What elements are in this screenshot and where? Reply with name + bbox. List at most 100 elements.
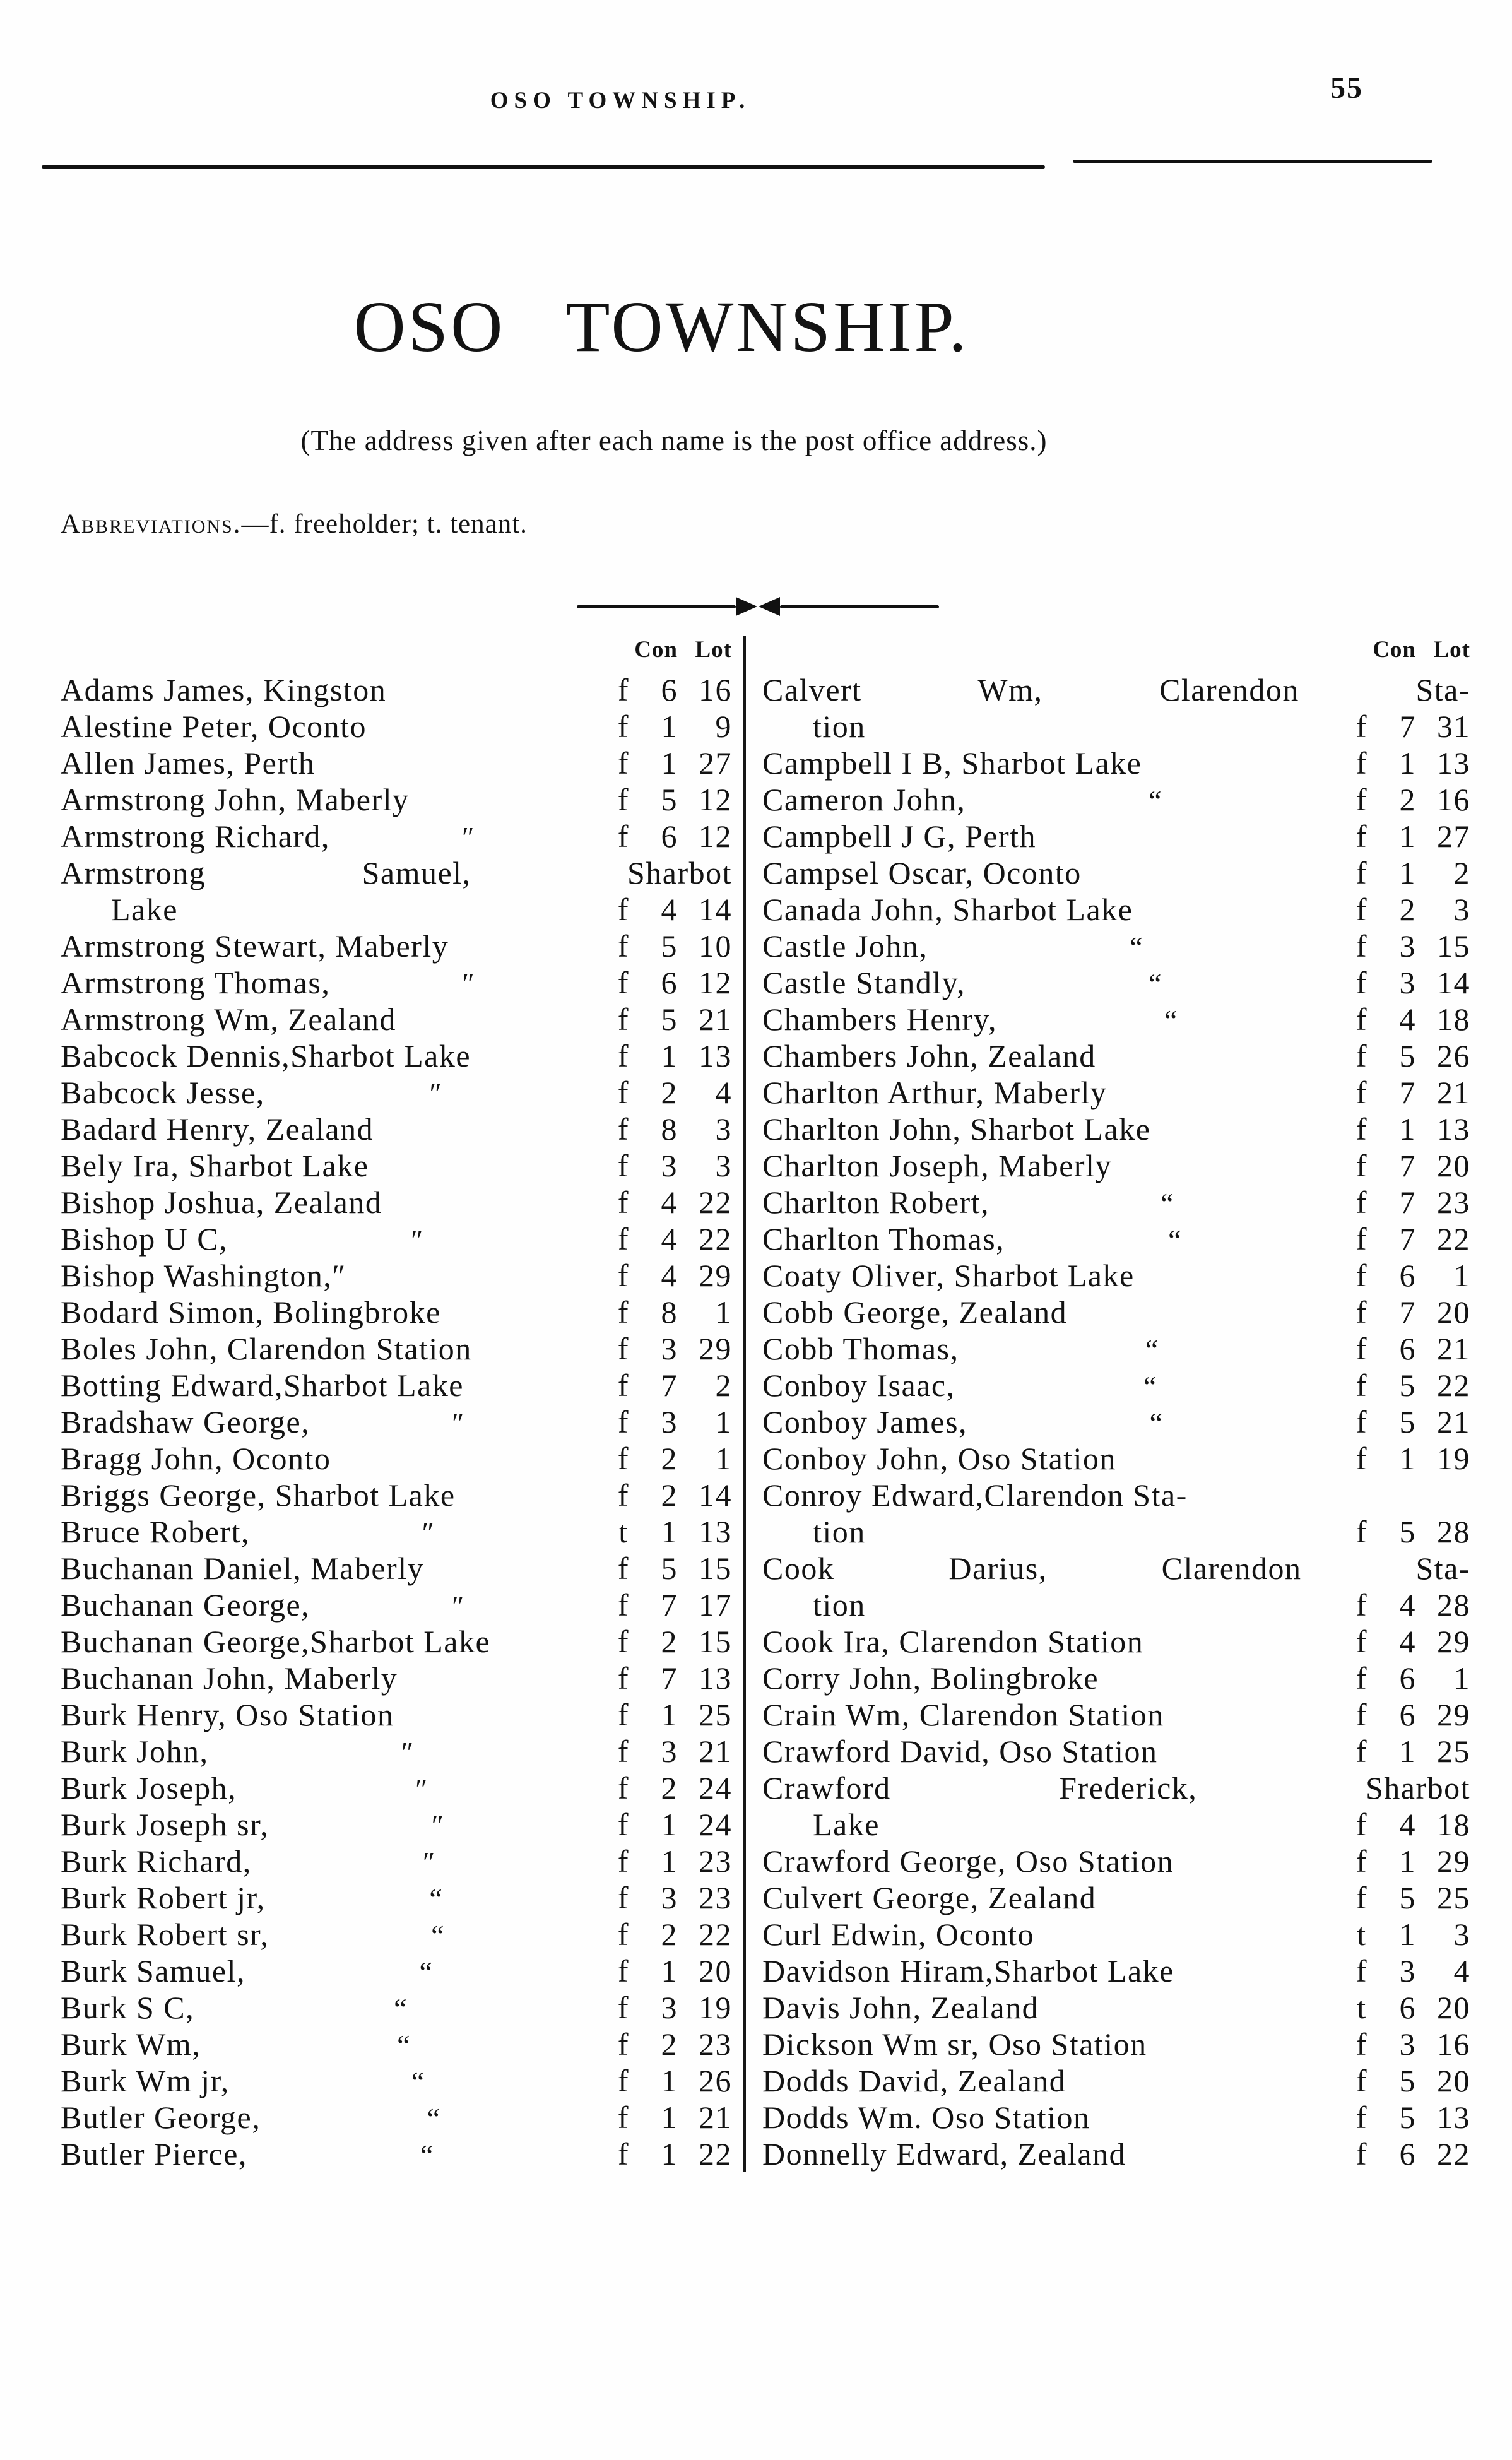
directory-row: Butler Pierce, “ f 1 22 <box>61 2136 732 2172</box>
entry-name: Bishop U C, <box>61 1221 228 1257</box>
con-value: 1 <box>1399 819 1416 854</box>
directory-row: Bragg John, Oconto f 2 1 <box>61 1440 732 1477</box>
tenure-flag: f <box>1355 819 1368 854</box>
page-number: 55 <box>1330 71 1363 105</box>
tenure-flag: f <box>1355 855 1368 890</box>
con-value: 3 <box>661 1404 678 1440</box>
tenure-flag: f <box>1355 965 1368 1000</box>
entry-name: tion <box>813 1514 866 1549</box>
entry-name: Chambers John, Zealand <box>762 1038 1096 1073</box>
con-value: 5 <box>1399 1404 1416 1440</box>
lot-value: 22 <box>1437 1368 1470 1403</box>
entry-name: Badard Henry, Zealand <box>61 1111 374 1147</box>
tenure-flag: f <box>1355 1514 1368 1549</box>
tenure-flag: f <box>1355 745 1368 781</box>
tenure-flag: f <box>617 1660 630 1696</box>
directory-row: Bely Ira, Sharbot Lake f 3 3 <box>61 1147 732 1184</box>
tenure-flag: f <box>617 672 630 707</box>
con-value: 3 <box>1399 2026 1416 2062</box>
tenure-flag: f <box>617 1807 630 1842</box>
ditto-mark: “ <box>1143 1370 1157 1402</box>
tenure-flag: f <box>617 1734 630 1769</box>
lot-value: 23 <box>699 1880 732 1915</box>
tenure-flag: f <box>617 782 630 817</box>
ditto-mark: “ <box>411 2066 425 2098</box>
entry-name: Briggs George, Sharbot Lake <box>61 1477 456 1513</box>
entry-name: Campbell I B, Sharbot Lake <box>762 745 1142 781</box>
tenure-flag: f <box>1355 2063 1368 2098</box>
entry-name: Castle Standly, <box>762 965 966 1000</box>
directory-row: Burk Wm, “ f 2 23 <box>61 2026 732 2062</box>
tenure-flag: f <box>617 1258 630 1293</box>
entry-name: Buchanan John, Maberly <box>61 1660 398 1696</box>
con-value: 5 <box>1399 2063 1416 2098</box>
con-value: 1 <box>661 1843 678 1879</box>
tenure-flag: f <box>1355 1404 1368 1440</box>
con-value: 4 <box>1399 1624 1416 1659</box>
left-column: Con Lot Adams James, Kingston f 6 16 Alestin… <box>61 636 732 2172</box>
directory-row: Coaty Oliver, Sharbot Lake f 6 1 <box>762 1257 1470 1294</box>
tenure-flag: f <box>617 709 630 744</box>
ditto-mark: “ <box>427 2102 441 2134</box>
tenure-flag: f <box>617 965 630 1000</box>
directory-row: Crain Wm, Clarendon Station f 6 29 <box>762 1696 1470 1733</box>
entry-name: Bishop Washington,″ <box>61 1258 346 1293</box>
con-value: 1 <box>661 1953 678 1989</box>
lot-value: 22 <box>1437 2136 1470 2172</box>
tenure-flag: f <box>617 1075 630 1110</box>
tenure-flag: f <box>617 1917 630 1952</box>
entry-name: Bishop Joshua, Zealand <box>61 1185 382 1220</box>
tenure-flag: f <box>1355 1734 1368 1769</box>
tenure-flag: f <box>1355 1587 1368 1623</box>
directory-row: Bishop Washington,″ f 4 29 <box>61 1257 732 1294</box>
entry-name: Donnelly Edward, Zealand <box>762 2136 1126 2172</box>
con-value: 6 <box>1399 1258 1416 1293</box>
con-value: 2 <box>661 1441 678 1476</box>
tenure-flag: f <box>617 892 630 927</box>
con-value: 5 <box>661 782 678 817</box>
entry-name: Charlton John, Sharbot Lake <box>762 1111 1151 1147</box>
entry-name: Calvert Wm, Clarendon Sta- <box>762 672 1470 707</box>
lot-column-header: Lot <box>1433 637 1470 663</box>
directory-row: Armstrong Samuel, Sharbot <box>61 854 732 891</box>
entry-name: Buchanan Daniel, Maberly <box>61 1551 425 1586</box>
ditto-mark: ″ <box>401 1736 415 1768</box>
lot-value: 26 <box>1437 1038 1470 1073</box>
con-value: 2 <box>661 1624 678 1659</box>
entry-name: Boles John, Clarendon Station <box>61 1331 472 1366</box>
con-value: 6 <box>1399 1990 1416 2025</box>
entry-name: Charlton Joseph, Maberly <box>762 1148 1112 1183</box>
left-column-rows: Adams James, Kingston f 6 16 Alestine Peter,… <box>61 671 732 2172</box>
lot-value: 10 <box>699 928 732 964</box>
directory-row: Charlton Robert, “ f 7 23 <box>762 1184 1470 1221</box>
ditto-mark: “ <box>1145 1333 1159 1366</box>
directory-row: Butler George, “ f 1 21 <box>61 2099 732 2136</box>
directory-row: Allen James, Perth f 1 27 <box>61 745 732 781</box>
directory-row: Burk Henry, Oso Station f 1 25 <box>61 1696 732 1733</box>
tenure-flag: f <box>617 1294 630 1330</box>
directory-row: Burk Joseph sr, ″ f 1 24 <box>61 1806 732 1843</box>
lot-value: 13 <box>699 1660 732 1696</box>
lot-value: 1 <box>715 1404 732 1440</box>
entry-name: Conboy John, Oso Station <box>762 1441 1117 1476</box>
entry-name: Curl Edwin, Oconto <box>762 1917 1035 1952</box>
directory-row: Charlton Thomas, “ f 7 22 <box>762 1221 1470 1257</box>
lot-value: 29 <box>1437 1843 1470 1879</box>
entry-name: Cobb George, Zealand <box>762 1294 1068 1330</box>
tenure-flag: f <box>617 1697 630 1732</box>
tenure-flag: f <box>1355 782 1368 817</box>
con-value: 1 <box>661 1697 678 1732</box>
entry-name: Conboy James, <box>762 1404 968 1440</box>
con-value: 5 <box>1399 2100 1416 2135</box>
entry-name: Burk Robert jr, <box>61 1880 266 1915</box>
lot-value: 19 <box>699 1990 732 2025</box>
lot-value: 3 <box>1453 892 1470 927</box>
lot-value: 13 <box>699 1514 732 1549</box>
con-value: 3 <box>661 1734 678 1769</box>
ditto-mark: ″ <box>462 967 475 1000</box>
entry-name: Crawford George, Oso Station <box>762 1843 1174 1879</box>
tenure-flag: f <box>1355 892 1368 927</box>
entry-name: Armstrong Richard, <box>61 819 330 854</box>
tenure-flag: f <box>617 1185 630 1220</box>
con-value: 6 <box>1399 1331 1416 1366</box>
